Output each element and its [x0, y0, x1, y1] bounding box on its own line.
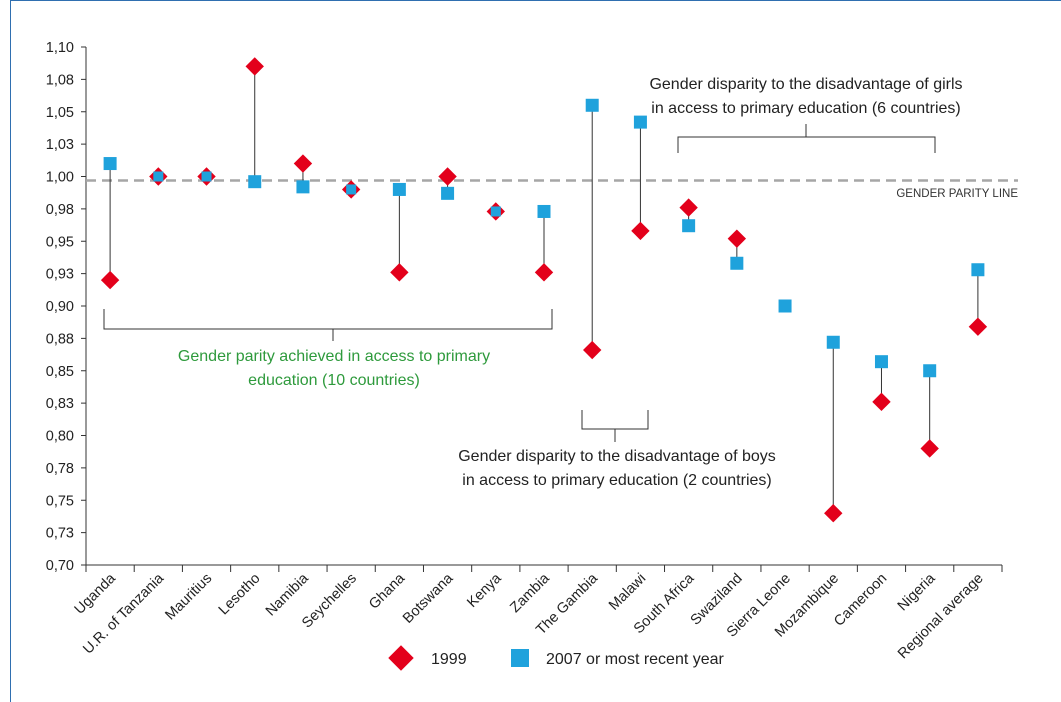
marker-1999 — [920, 439, 939, 458]
marker-2007 — [923, 364, 937, 378]
marker-1999 — [872, 392, 891, 412]
marker-2007 — [971, 263, 985, 277]
x-tick-label: Malawi — [606, 571, 649, 614]
girls-bracket — [677, 124, 936, 153]
marker-2007 — [296, 180, 310, 194]
x-tick-label: Namibia — [263, 570, 313, 620]
girls-annotation-line2: in access to primary education (6 countr… — [651, 100, 960, 117]
marker-2007 — [153, 171, 164, 182]
marker-2007 — [248, 175, 262, 189]
y-tick-label: 1,00 — [46, 170, 74, 186]
x-tick-label: Kenya — [464, 570, 505, 611]
marker-2007 — [201, 171, 212, 182]
marker-2007 — [441, 186, 455, 200]
y-axis-ticks: 0,70 0,73 0,75 0,78 0,80 0,83 0,85 0,88 0,90 0,93… — [46, 40, 86, 574]
legend-2007-label: 2007 or most recent year — [546, 651, 725, 668]
y-tick-label: 0,75 — [46, 493, 74, 509]
data-markers — [100, 57, 988, 523]
marker-1999 — [727, 229, 747, 248]
boys-annotation-line2: in access to primary education (2 countr… — [462, 472, 771, 489]
boys-annotation-line1: Gender disparity to the disadvantage of … — [458, 448, 776, 465]
y-tick-label: 0,80 — [46, 429, 74, 445]
boys-bracket — [581, 410, 649, 442]
marker-2007 — [346, 184, 357, 195]
marker-1999 — [534, 263, 554, 282]
y-tick-label: 0,70 — [46, 558, 74, 574]
x-tick-label: Lesotho — [216, 571, 264, 619]
marker-2007 — [392, 182, 406, 196]
x-tick-label: Uganda — [72, 570, 120, 618]
marker-1999 — [100, 270, 120, 290]
y-tick-label: 0,93 — [46, 267, 74, 283]
marker-1999 — [245, 57, 264, 76]
legend-1999-marker — [388, 645, 414, 671]
parity-bracket — [103, 309, 553, 341]
y-tick-label: 0,95 — [46, 234, 74, 250]
parity-annotation-line1: Gender parity achieved in access to prim… — [178, 348, 490, 365]
marker-2007 — [537, 204, 551, 218]
marker-2007 — [682, 219, 696, 233]
parity-annotation-line2: education (10 countries) — [248, 372, 420, 389]
marker-1999 — [679, 198, 698, 217]
marker-2007 — [633, 115, 647, 129]
y-tick-label: 1,10 — [46, 40, 74, 56]
legend: 1999 2007 or most recent year — [388, 645, 725, 671]
marker-2007 — [778, 299, 792, 313]
y-tick-label: 0,78 — [46, 461, 74, 477]
marker-2007 — [490, 206, 501, 217]
y-tick-label: 0,83 — [46, 396, 74, 412]
x-tick-label: Cameroon — [831, 571, 890, 630]
legend-2007-marker — [511, 649, 529, 667]
marker-2007 — [826, 335, 840, 349]
marker-2007 — [585, 98, 599, 112]
x-tick-label: Regional average — [895, 571, 987, 663]
girls-annotation-line1: Gender disparity to the disadvantage of … — [649, 76, 962, 93]
x-tick-label: Ghana — [366, 570, 409, 613]
marker-2007 — [874, 355, 888, 369]
x-tick-label: Botswana — [400, 570, 457, 627]
marker-1999 — [293, 154, 313, 173]
y-tick-label: 1,08 — [46, 72, 74, 88]
x-tick-label: Mauritius — [162, 571, 215, 624]
y-tick-label: 0,90 — [46, 299, 74, 315]
y-tick-label: 1,05 — [46, 105, 74, 121]
x-tick-label: U.R. of Tanzania — [80, 570, 168, 658]
x-tick-label: Zambia — [507, 570, 553, 616]
y-tick-label: 1,03 — [46, 137, 74, 153]
marker-1999 — [968, 317, 988, 336]
marker-1999 — [390, 263, 409, 282]
y-tick-label: 0,85 — [46, 364, 74, 380]
marker-1999 — [631, 221, 650, 241]
y-tick-label: 0,98 — [46, 202, 74, 218]
x-tick-label: Nigeria — [895, 570, 939, 614]
marker-2007 — [103, 157, 117, 171]
marker-1999 — [824, 504, 843, 523]
legend-1999-label: 1999 — [431, 651, 467, 668]
y-tick-label: 0,88 — [46, 331, 74, 347]
marker-1999 — [438, 167, 457, 186]
marker-1999 — [583, 340, 602, 360]
connector-lines — [109, 66, 979, 514]
y-tick-label: 0,73 — [46, 526, 74, 542]
marker-2007 — [730, 256, 744, 270]
gender-parity-line-label: GENDER PARITY LINE — [896, 188, 1018, 200]
